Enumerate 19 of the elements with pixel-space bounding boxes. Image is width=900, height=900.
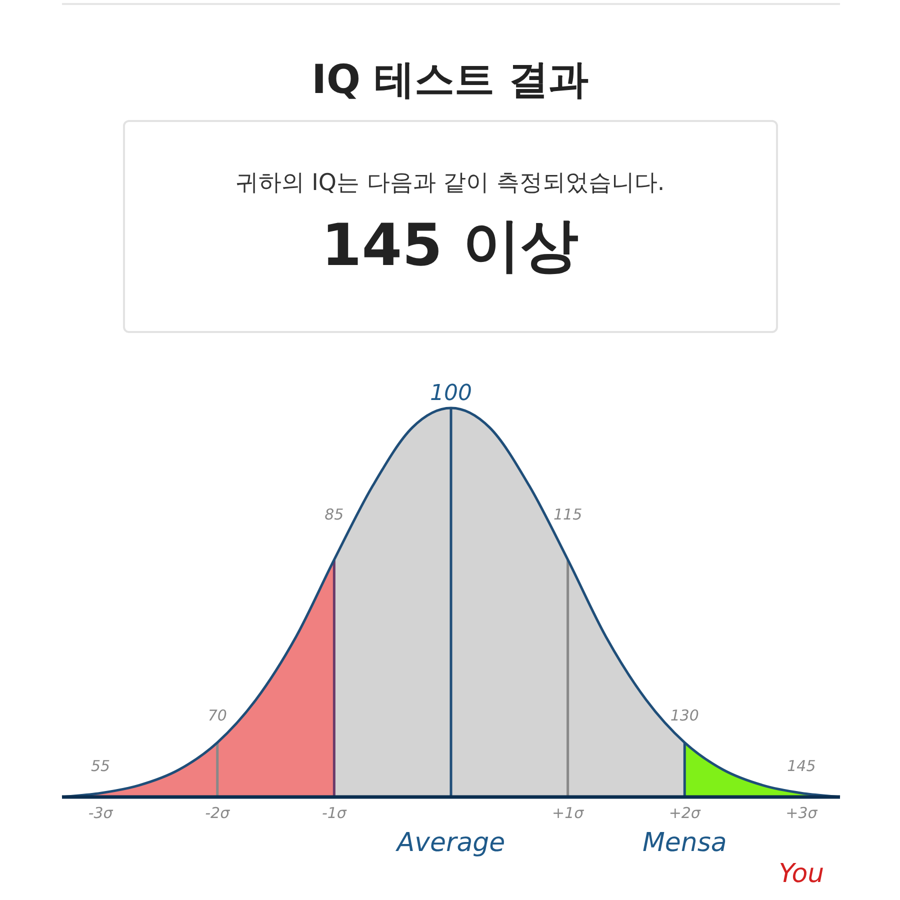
annotation: 100	[430, 381, 472, 406]
x-tick-label: -2σ	[205, 804, 230, 822]
annotation: 115	[553, 506, 582, 524]
annotation: 70	[208, 706, 227, 725]
annotation: You	[778, 859, 824, 889]
annotation: Mensa	[642, 828, 727, 858]
annotation: 85	[324, 506, 344, 524]
chart-subtitle: 귀하의 IQ는 다음과 같이 측정되었습니다.	[235, 170, 665, 196]
annotation: Average	[394, 828, 506, 858]
x-tick-label: -3σ	[88, 804, 114, 822]
annotation: 55	[91, 757, 110, 776]
x-tick-label: +3σ	[786, 804, 818, 822]
chart-title: IQ 테스트 결과	[312, 57, 588, 103]
x-tick-label: +2σ	[668, 804, 701, 822]
annotation: 130	[670, 706, 699, 725]
x-tick-label: -1σ	[322, 804, 347, 822]
x-tick-label: +1σ	[552, 804, 584, 822]
text: 145 이상	[321, 211, 579, 279]
annotation: 145	[787, 757, 816, 776]
